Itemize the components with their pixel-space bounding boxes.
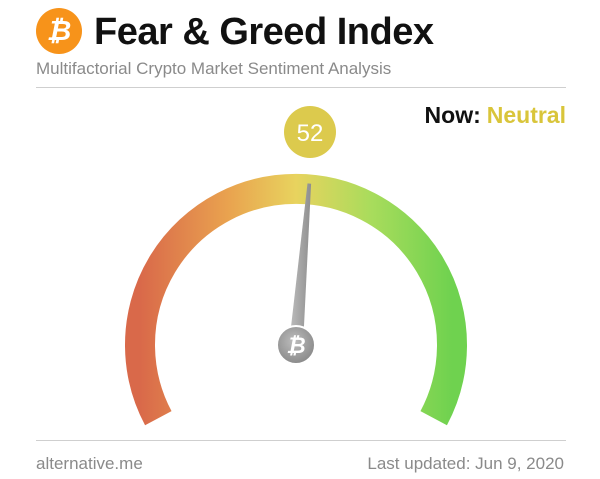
page-title: Fear & Greed Index (94, 11, 434, 53)
value-badge: 52 (284, 106, 336, 158)
last-updated: Last updated: Jun 9, 2020 (367, 454, 564, 473)
page-subtitle: Multifactorial Crypto Market Sentiment A… (36, 59, 392, 78)
header: ₿ Fear & Greed Index Multifactorial Cryp… (36, 4, 566, 84)
gauge-needle (289, 183, 312, 346)
footer-divider (36, 440, 566, 441)
svg-text:₿: ₿ (47, 14, 72, 47)
gauge-value-label: 52 (297, 120, 324, 147)
header-divider (36, 87, 566, 88)
gauge-hub: ₿ (276, 325, 316, 365)
status-value: Neutral (486, 102, 566, 128)
gauge-arc (125, 173, 467, 426)
source-link[interactable]: alternative.me (36, 454, 143, 473)
bitcoin-logo-icon: ₿ (36, 8, 82, 54)
status-label: Now: (424, 102, 481, 128)
bitcoin-hub-icon: ₿ (286, 334, 305, 359)
current-status: Now: Neutral (425, 102, 566, 129)
